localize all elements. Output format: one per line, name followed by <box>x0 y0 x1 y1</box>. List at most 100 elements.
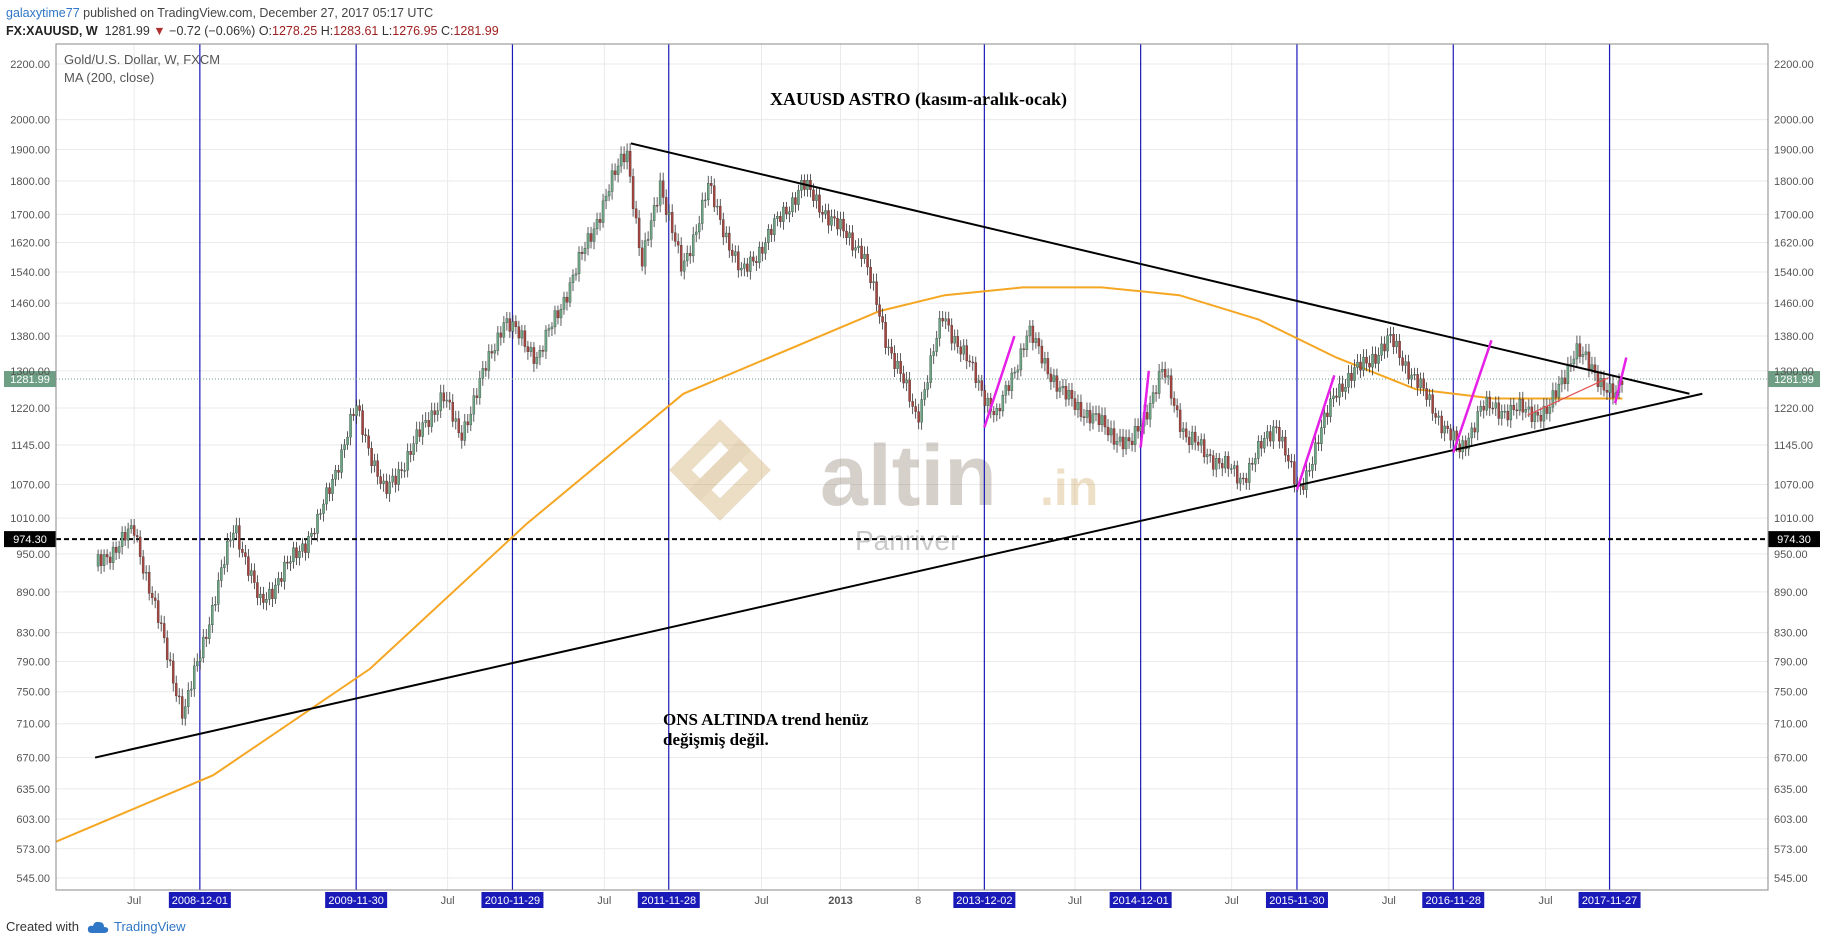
candle-body <box>1599 378 1603 387</box>
candle-body <box>1515 409 1519 412</box>
candle-body <box>301 543 304 552</box>
candle-body <box>1326 412 1329 417</box>
candle-body <box>697 223 701 233</box>
candle-body <box>1112 428 1116 445</box>
candle-body <box>1166 375 1170 378</box>
candle-body <box>505 318 509 323</box>
x-tick-label: Jul <box>1068 895 1082 907</box>
candle-body <box>1377 355 1380 364</box>
candle-body <box>229 539 232 542</box>
marker-date-label: 2014-12-01 <box>1113 895 1169 907</box>
candle-body <box>496 332 500 351</box>
x-tick-label: Jul <box>441 895 455 907</box>
candle-body <box>1263 438 1266 449</box>
candle-body <box>1121 436 1125 450</box>
candle-body <box>1269 431 1272 442</box>
candle-body <box>1428 394 1431 400</box>
y-tick-label-right: 635.00 <box>1774 784 1808 796</box>
x-tick-label: Jul <box>127 895 141 907</box>
low-label: L: <box>381 24 393 38</box>
candle-body <box>731 250 734 256</box>
astro-impulse-line <box>1452 339 1493 454</box>
candle-body <box>655 205 659 207</box>
candle-body <box>502 322 506 338</box>
candle-body <box>180 696 184 719</box>
candle-body <box>292 547 295 562</box>
horizontal-level: 974.30 974.30 1281.99 1281.99 <box>4 371 1820 548</box>
candle-body <box>872 281 875 284</box>
candle-body <box>1094 413 1098 415</box>
candle-body <box>484 368 488 371</box>
candle-body <box>1043 358 1047 364</box>
candle-body <box>307 536 310 553</box>
tradingview-link[interactable]: TradingView <box>87 919 186 934</box>
candle-body <box>421 422 424 437</box>
candle-body <box>126 528 130 541</box>
candle-body <box>199 657 202 662</box>
candle-body <box>114 546 118 553</box>
candle-body <box>1052 375 1056 382</box>
candle-body <box>917 411 920 423</box>
candle-body <box>1548 406 1552 414</box>
candle-body <box>863 254 866 259</box>
candle-body <box>217 580 220 605</box>
level-badge-label: 974.30 <box>1777 534 1811 546</box>
candle-body <box>577 252 581 274</box>
marker-date-label: 2009-11-30 <box>328 895 383 907</box>
high-value: 1283.61 <box>333 24 379 38</box>
level-badge-right <box>1768 531 1820 548</box>
candle-body <box>824 210 827 215</box>
candle-body <box>168 659 172 662</box>
candle-body <box>631 176 635 209</box>
candle-body <box>1416 374 1419 388</box>
candle-body <box>1260 441 1263 449</box>
candle-body <box>1293 461 1296 485</box>
candle-body <box>1031 325 1035 343</box>
candle-body <box>860 245 863 259</box>
y-tick-label-left: 545.00 <box>16 873 50 885</box>
candle-body <box>1467 437 1470 450</box>
candle-body <box>977 380 981 383</box>
candle-body <box>1422 378 1425 389</box>
candle-body <box>499 332 503 338</box>
candle-body <box>1413 374 1416 376</box>
y-tick-label-left: 1460.00 <box>10 298 50 310</box>
candle-body <box>592 228 596 242</box>
candle-body <box>728 232 731 251</box>
y-tick-label-left: 1220.00 <box>10 403 50 415</box>
y-tick-label-right: 1540.00 <box>1774 267 1814 279</box>
candle-body <box>1407 361 1410 380</box>
candle-body <box>953 336 956 344</box>
candle-body <box>1178 409 1182 432</box>
candle-body <box>406 451 409 471</box>
candle-body <box>361 410 364 435</box>
candle-body <box>171 660 175 684</box>
candle-body <box>1115 441 1119 445</box>
tradingview-brand: TradingView <box>113 919 186 934</box>
candle-body <box>550 326 554 329</box>
candle-body <box>746 263 749 272</box>
price-change: −0.72 (−0.06%) <box>169 24 256 38</box>
candle-body <box>1500 411 1504 419</box>
candle-body <box>132 525 136 536</box>
candle-body <box>932 351 935 356</box>
candle-body <box>598 219 602 223</box>
candle-body <box>117 546 121 553</box>
candle-body <box>1016 369 1020 373</box>
candle-body <box>1434 413 1437 418</box>
astro-impulse-line <box>1295 375 1336 491</box>
candle-body <box>1275 426 1278 428</box>
candle-body <box>1398 340 1401 358</box>
candle-body <box>1278 427 1281 442</box>
candle-body <box>1040 345 1044 364</box>
candle-body <box>1223 455 1227 469</box>
candle-body <box>190 688 193 691</box>
candle-body <box>129 525 133 530</box>
author-link[interactable]: galaxytime77 <box>6 6 80 20</box>
candle-body <box>316 513 319 534</box>
candle-body <box>286 561 289 564</box>
y-tick-label-right: 545.00 <box>1774 873 1808 885</box>
candle-body <box>1217 458 1221 464</box>
candle-body <box>382 480 385 484</box>
